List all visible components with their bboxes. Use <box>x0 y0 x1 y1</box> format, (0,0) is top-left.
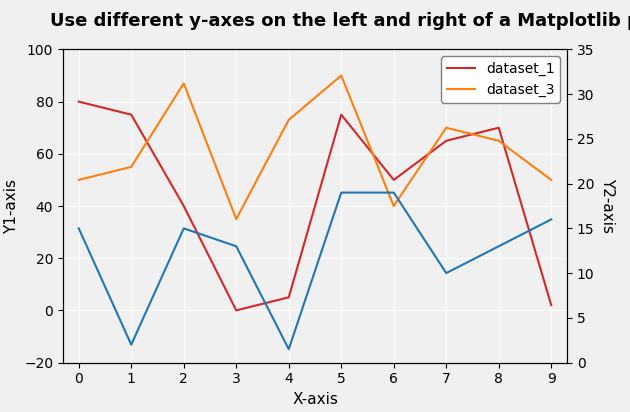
dataset_3 <box>547 178 555 183</box>
Line: dataset_3: dataset_3 <box>79 75 551 219</box>
dataset_3 <box>285 117 292 122</box>
dataset_1 <box>180 204 188 208</box>
dataset_3 <box>180 81 188 86</box>
dataset_1 <box>75 99 83 104</box>
dataset_1 <box>495 125 503 130</box>
Y-axis label: Y2-axis: Y2-axis <box>600 178 615 234</box>
dataset_3 <box>495 138 503 143</box>
dataset_3 <box>442 125 450 130</box>
dataset_3 <box>390 204 398 208</box>
dataset_1 <box>442 138 450 143</box>
X-axis label: X-axis: X-axis <box>292 392 338 407</box>
dataset_3 <box>338 73 345 78</box>
dataset_1 <box>285 295 292 300</box>
dataset_1 <box>338 112 345 117</box>
dataset_3 <box>232 217 240 222</box>
Text: Use different y-axes on the left and right of a Matplotlib plot: Use different y-axes on the left and rig… <box>50 12 630 30</box>
dataset_1 <box>232 308 240 313</box>
dataset_3 <box>127 164 135 169</box>
Line: dataset_1: dataset_1 <box>79 102 551 310</box>
dataset_1 <box>547 303 555 308</box>
dataset_1 <box>390 178 398 183</box>
dataset_1 <box>127 112 135 117</box>
Y-axis label: Y1-axis: Y1-axis <box>4 178 19 234</box>
Legend: dataset_1, dataset_3: dataset_1, dataset_3 <box>442 56 560 103</box>
dataset_3 <box>75 178 83 183</box>
